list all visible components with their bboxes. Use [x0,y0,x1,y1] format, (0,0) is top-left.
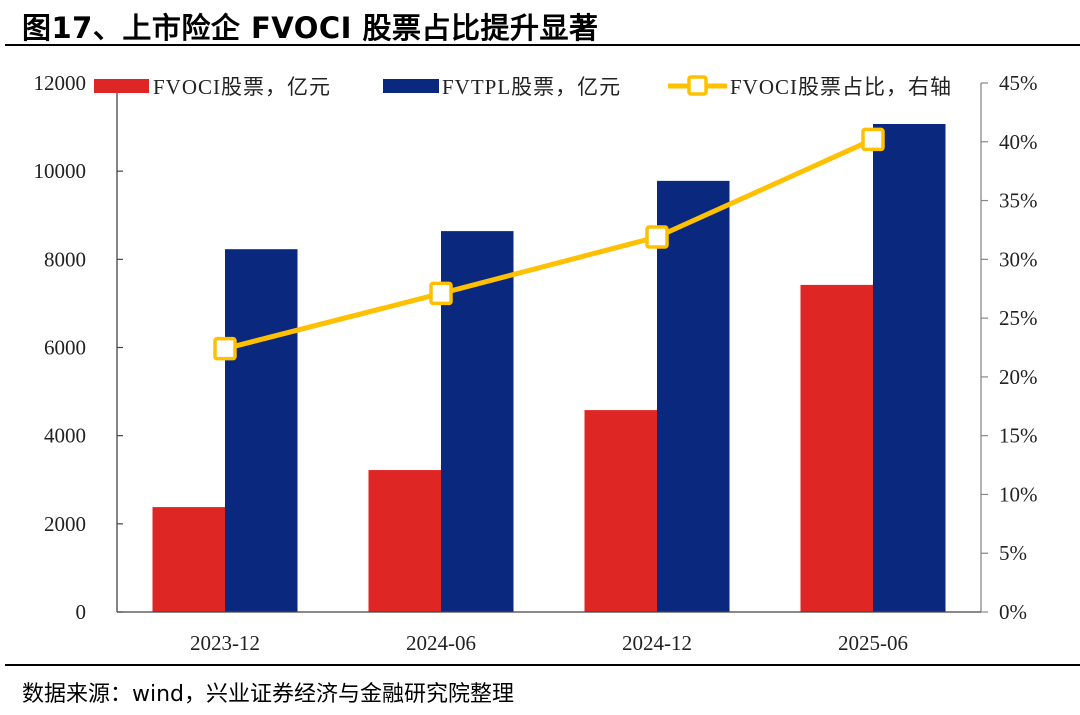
marker-fvoci-ratio-2024-06 [429,281,453,306]
bottom-rule [5,664,1080,666]
legend-swatch-fvoci [94,79,149,93]
left-tick-label: 12000 [34,71,87,95]
bar-fvoci-2025-06 [800,284,873,612]
bar-fvtpl-2023-12 [225,249,298,613]
right-tick-label: 40% [999,130,1038,154]
right-tick-label: 10% [999,482,1038,506]
marker-fvoci-ratio-2024-12 [645,225,669,249]
right-tick-label: 25% [999,306,1038,330]
x-tick-label: 2025-06 [838,631,908,655]
right-tick-label: 15% [999,424,1038,448]
legend-label-fvoci: FVOCI股票，亿元 [153,75,331,99]
legend-label-fvtpl: FVTPL股票，亿元 [442,75,621,99]
right-tick-label: 45% [999,71,1038,95]
bar-fvoci-2023-12 [152,507,225,612]
right-tick-label: 0% [999,600,1027,624]
bar-fvtpl-2025-06 [873,123,946,612]
legend-marker-ratio [687,75,708,96]
x-tick-label: 2024-06 [406,631,476,655]
bar-fvtpl-2024-12 [657,180,730,613]
marker-fvoci-ratio-2023-12 [213,336,237,361]
left-tick-label: 10000 [34,159,87,183]
right-tick-label: 20% [999,365,1038,389]
top-rule [5,44,1080,46]
bar-fvoci-2024-06 [368,470,441,612]
right-tick-label: 30% [999,247,1038,271]
right-tick-label: 35% [999,189,1038,213]
left-tick-label: 8000 [44,247,86,271]
line-fvoci-ratio [224,137,875,352]
marker-fvoci-ratio-2025-06 [861,127,885,152]
left-tick-label: 2000 [44,512,86,536]
left-tick-label: 4000 [44,424,86,448]
right-tick-label: 5% [999,541,1027,565]
left-tick-label: 0 [76,600,87,624]
left-tick-label: 6000 [44,336,86,360]
legend-label-ratio: FVOCI股票占比，右轴 [730,75,952,99]
legend-swatch-fvtpl [383,79,439,93]
bar-fvtpl-2024-06 [441,231,514,612]
x-tick-label: 2024-12 [622,631,692,655]
chart-title: 图17、上市险企 FVOCI 股票占比提升显著 [22,11,599,45]
bar-fvoci-2024-12 [584,410,657,612]
source-note: 数据来源：wind，兴业证券经济与金融研究院整理 [22,682,515,707]
x-tick-label: 2023-12 [190,631,260,655]
